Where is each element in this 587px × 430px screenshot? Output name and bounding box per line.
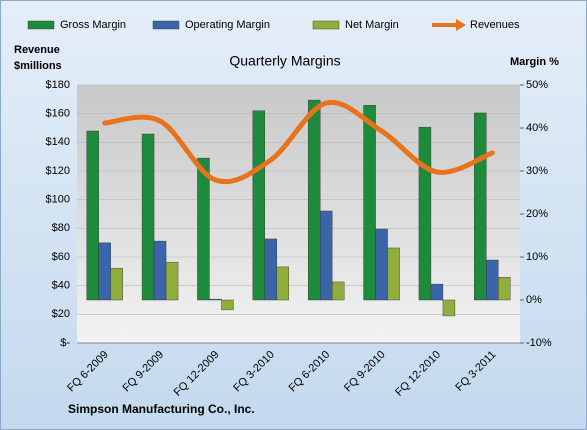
legend-label: Operating Margin	[185, 19, 270, 31]
bar	[363, 105, 376, 301]
y-tick-label: $80	[52, 222, 70, 234]
y-tick-label: $180	[46, 79, 70, 91]
y2-tick-label: 40%	[526, 122, 548, 134]
legend-swatch	[27, 20, 55, 30]
y-tick-label: $40	[52, 280, 70, 292]
bar	[319, 210, 333, 301]
legend-label: Net Margin	[345, 19, 399, 31]
y2-tick-label: 50%	[526, 79, 548, 91]
legend-swatch	[152, 20, 180, 30]
y2-tick-label: -10%	[526, 337, 552, 349]
y2-tick-label: 20%	[526, 208, 548, 220]
y2-tick-label: 0%	[526, 294, 542, 306]
bar	[442, 299, 456, 317]
y-tick-label: $60	[52, 251, 70, 263]
y-axis-label: $millions	[14, 60, 62, 72]
bar	[209, 298, 222, 301]
bar	[486, 259, 499, 301]
bar	[141, 133, 155, 301]
bar	[221, 299, 234, 311]
y-axis-label: Revenue	[14, 44, 60, 56]
bar	[474, 112, 487, 301]
bar	[165, 261, 179, 301]
y2-tick-label: 10%	[526, 251, 548, 263]
bar	[331, 281, 345, 301]
bar	[252, 110, 266, 301]
bar	[98, 242, 111, 301]
y-tick-label: $20	[52, 308, 70, 320]
y2-tick-label: 30%	[526, 165, 548, 177]
bar	[375, 228, 388, 301]
bar	[110, 267, 123, 301]
legend-label: Gross Margin	[60, 19, 126, 31]
y-tick-label: $140	[46, 136, 70, 148]
legend-swatch	[456, 19, 466, 31]
bar	[86, 130, 99, 301]
bar	[387, 247, 400, 301]
chart-title: Quarterly Margins	[229, 53, 340, 69]
bar	[153, 240, 167, 301]
bar	[418, 126, 432, 301]
y-tick-label: $-	[60, 337, 70, 349]
note: Simpson Manufacturing Co., Inc.	[68, 402, 255, 416]
y2-axis-label: Margin %	[510, 56, 559, 68]
bar	[430, 283, 444, 301]
legend-swatch	[312, 20, 340, 30]
bar	[264, 238, 278, 301]
bar	[197, 157, 210, 301]
line	[102, 99, 495, 185]
bar	[276, 266, 290, 301]
y-tick-label: $160	[46, 108, 70, 120]
legend-label: Revenues	[470, 19, 520, 31]
y-tick-label: $100	[46, 194, 70, 206]
bar	[498, 277, 511, 301]
y-tick-label: $120	[46, 165, 70, 177]
bar	[307, 99, 321, 301]
